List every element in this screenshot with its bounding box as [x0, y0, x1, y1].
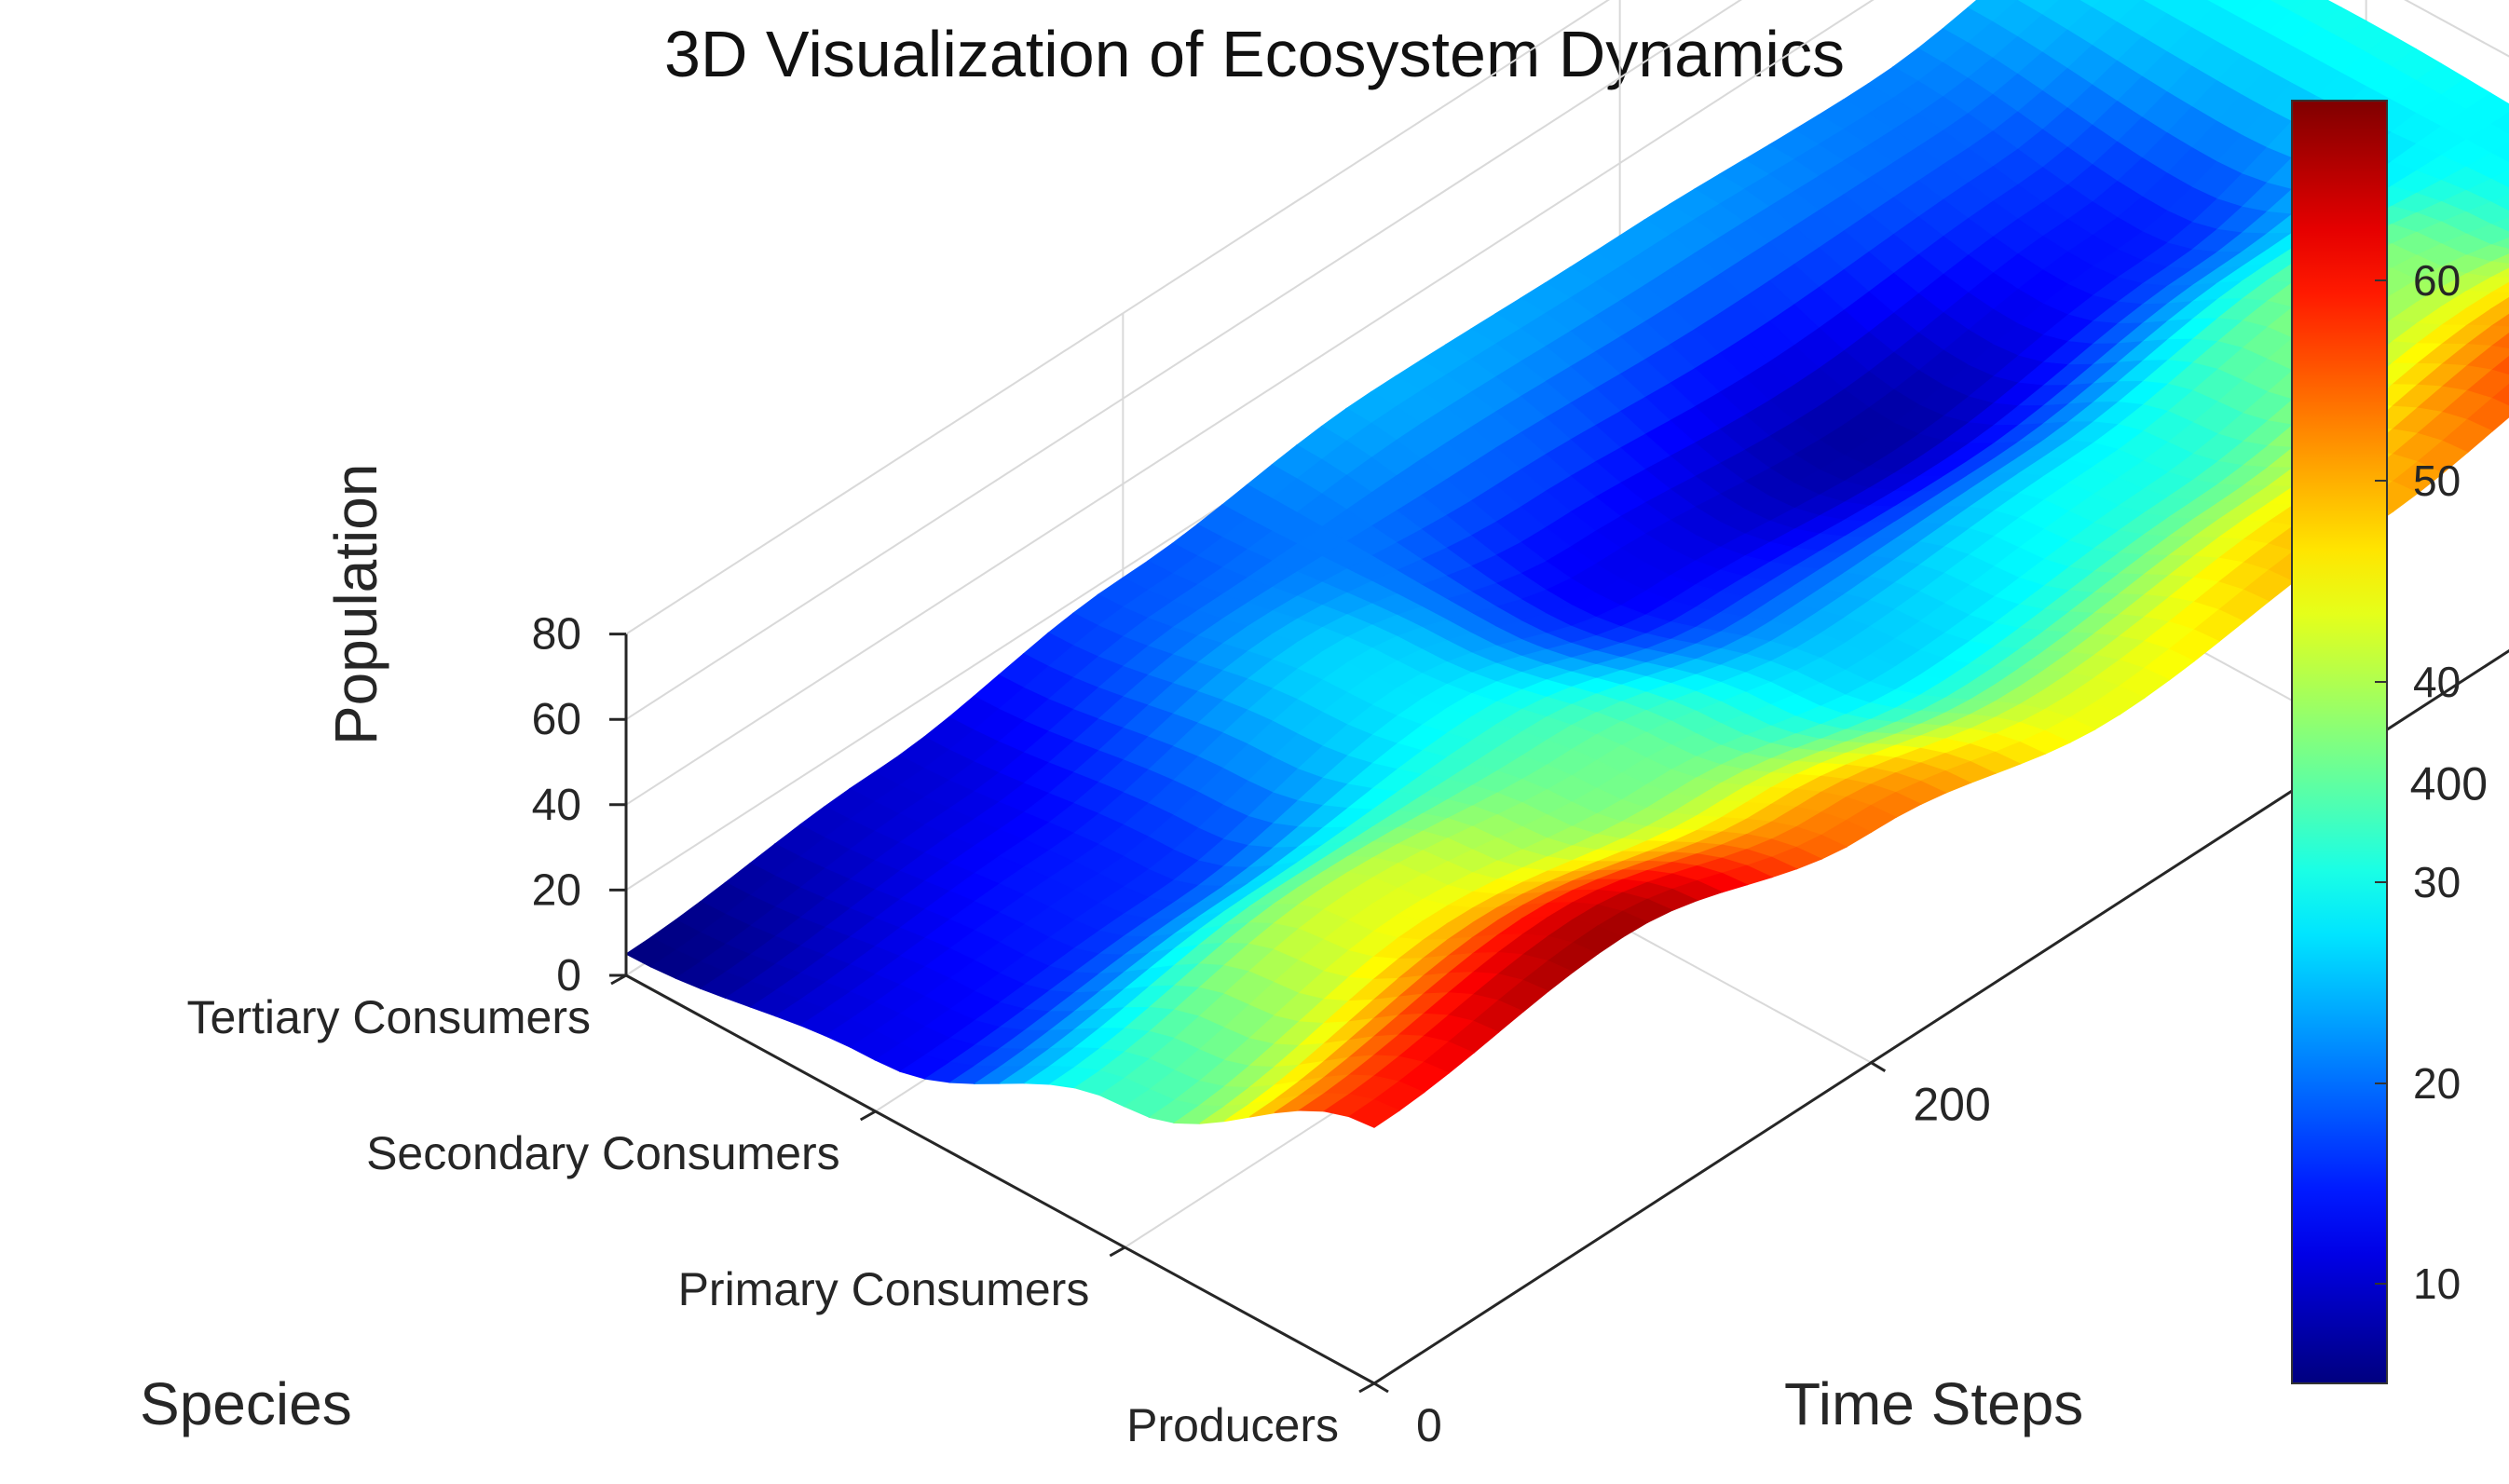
axes: 0 20 40 60 80 Producers Primary Consumers Secon… [187, 610, 2509, 1451]
z-tick-label: 60 [532, 695, 581, 744]
y-tick-label: Primary Consumers [678, 1263, 1090, 1315]
colorbar-tick-mark [2375, 480, 2388, 483]
gridline [625, 0, 1611, 635]
colorbar-tick-label: 30 [2413, 858, 2461, 907]
x-tick-mark [1870, 1061, 1887, 1072]
colorbar-tick-mark [2375, 279, 2388, 281]
y-tick-label: Tertiary Consumers [187, 991, 591, 1043]
y-tick-mark [610, 973, 627, 986]
colorbar-tick-label: 50 [2413, 456, 2461, 506]
x-axis-line [1373, 648, 2509, 1385]
gridline [625, 0, 1742, 721]
chart-title: 3D Visualization of Ecosystem Dynamics [664, 18, 1845, 90]
x-tick-label: 0 [1416, 1399, 1442, 1451]
y-axis-label: Species [140, 1370, 352, 1437]
gridline [2404, 0, 2509, 58]
x-axis-label: Time Steps [1784, 1370, 2084, 1437]
z-axis-label: Population [322, 463, 389, 745]
y-tick-label: Producers [1126, 1399, 1339, 1451]
z-tick-label: 80 [532, 610, 581, 660]
colorbar [2291, 100, 2388, 1384]
gridline [625, 0, 1875, 806]
colorbar-tick-mark [2375, 1283, 2388, 1286]
colorbar-tick-mark [2375, 881, 2388, 884]
y-tick-mark [859, 1110, 877, 1122]
colorbar-tick-label: 10 [2413, 1259, 2461, 1309]
y-tick-mark [1109, 1246, 1126, 1258]
x-tick-label: 400 [2410, 757, 2488, 810]
y-tick-label: Secondary Consumers [366, 1127, 840, 1179]
x-tick-label: 200 [1913, 1079, 1990, 1131]
colorbar-tick-mark [2375, 1082, 2388, 1084]
surface-patch [1347, 1098, 1400, 1128]
colorbar-tick-label: 40 [2413, 657, 2461, 706]
z-tick-label: 40 [532, 781, 581, 830]
colorbar-tick-label: 20 [2413, 1058, 2461, 1108]
y-axis-line [625, 973, 1375, 1385]
surface [624, 0, 2509, 1128]
y-tick-mark [1358, 1382, 1375, 1394]
z-tick-label: 0 [556, 951, 581, 1001]
z-tick-label: 20 [532, 865, 581, 915]
x-tick-mark [1373, 1382, 1389, 1394]
colorbar-tick-mark [2375, 680, 2388, 683]
colorbar-tick-label: 60 [2413, 255, 2461, 305]
